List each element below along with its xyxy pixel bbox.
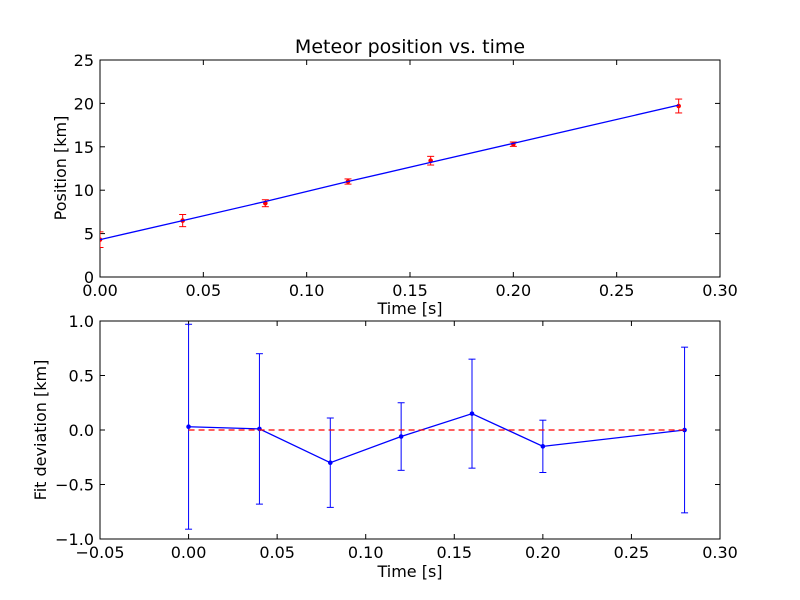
top-y-axis-label: Position [km] [51, 116, 70, 221]
bottom-series-line [188, 412, 685, 464]
top-x-tick-label: 0.15 [392, 281, 428, 300]
bottom-y-tick-label: 1.0 [69, 312, 94, 331]
top-x-tick-label: 0.10 [289, 281, 325, 300]
bottom-x-tick-label: 0.10 [348, 543, 384, 562]
bottom-data-point [327, 460, 333, 466]
top-x-tick-label: 0.25 [599, 281, 635, 300]
bottom-y-tick-label: −1.0 [55, 530, 94, 549]
bottom-data-point [469, 411, 475, 416]
bottom-x-tick-label: −0.05 [75, 543, 124, 562]
top-x-axis-label: Time [s] [376, 299, 442, 318]
top-x-tick-label: 0.20 [496, 281, 532, 300]
top-series-layer [100, 98, 683, 248]
bottom-y-tick-label: 0.0 [69, 421, 94, 440]
top-series-line [100, 104, 679, 241]
top-y-tick-label: 20 [74, 94, 94, 113]
top-y-tick-label: 25 [74, 51, 94, 70]
bottom-y-tick-label: 0.5 [69, 367, 94, 386]
top-x-tick-label: 0.30 [702, 281, 738, 300]
bottom-plot-area: −0.05 0.00 0.05 0.10 0.15 0.20 0.25 0.30 −1.0 −0.… [55, 312, 738, 562]
top-x-tick-label: 0.05 [186, 281, 222, 300]
top-y-tick-label: 15 [74, 138, 94, 157]
bottom-y-tick-label: −0.5 [55, 476, 94, 495]
bottom-x-tick-label: 0.15 [436, 543, 472, 562]
bottom-x-tick-label: 0.20 [525, 543, 561, 562]
top-chart: Meteor position vs. time 0.00 0.05 0.10 0.1… [51, 36, 738, 318]
top-x-tick-label: 0.00 [82, 281, 118, 300]
bottom-x-tick-label: 0.25 [614, 543, 650, 562]
bottom-x-axis-label: Time [s] [376, 562, 442, 581]
top-y-tick-label: 5 [84, 225, 94, 244]
top-y-tick-label: 0 [84, 268, 94, 287]
bottom-data-point [398, 434, 404, 439]
bottom-data-point [540, 444, 546, 449]
bottom-data-point [186, 424, 191, 430]
bottom-x-tick-label: 0.30 [702, 543, 738, 562]
bottom-x-tick-label: 0.00 [171, 543, 207, 562]
top-chart-title: Meteor position vs. time [295, 36, 525, 58]
top-plot-area: 0.00 0.05 0.10 0.15 0.20 0.25 0.30 0 5 10 15 20 25 [74, 51, 738, 300]
bottom-chart: −0.05 0.00 0.05 0.10 0.15 0.20 0.25 0.30 −1.0 −0.… [31, 312, 738, 581]
bottom-x-tick-label: 0.05 [259, 543, 295, 562]
top-y-tick-label: 10 [74, 181, 94, 200]
top-axes-frame [99, 59, 721, 278]
bottom-y-axis-label: Fit deviation [km] [31, 360, 50, 501]
bottom-series-layer [185, 323, 689, 530]
